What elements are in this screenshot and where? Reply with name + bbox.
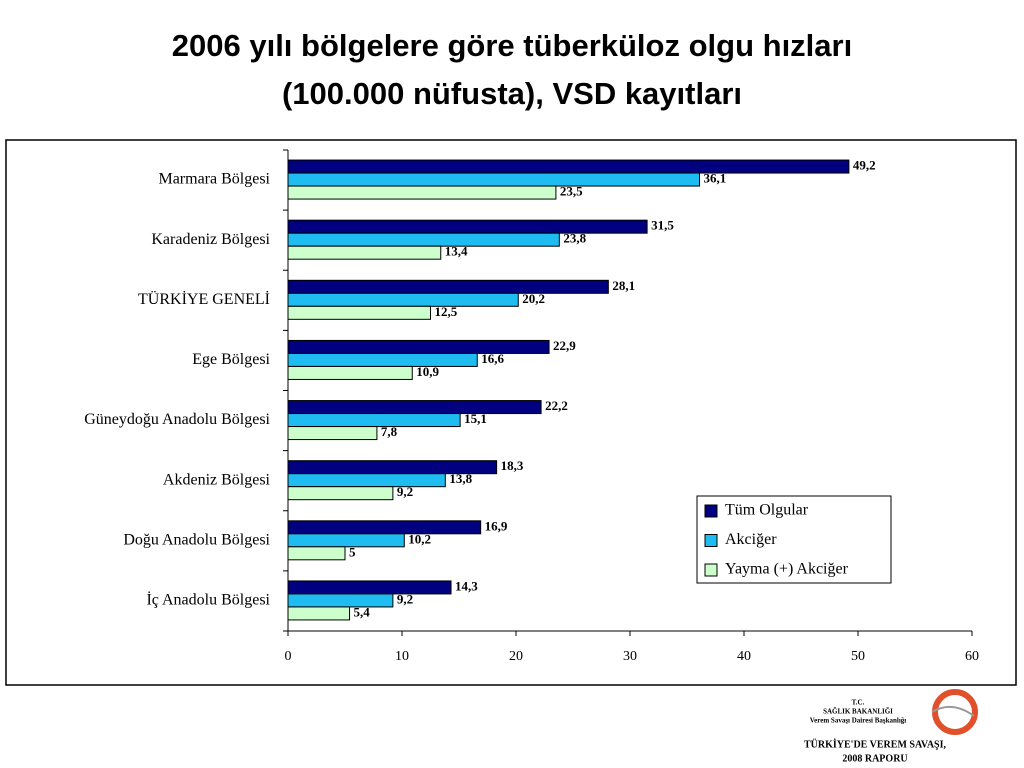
value-label: 13,8 — [449, 471, 472, 486]
category-label: Doğu Anadolu Bölgesi — [123, 531, 270, 548]
legend-label: Tüm Olgular — [725, 502, 809, 519]
bar — [287, 365, 413, 380]
legend-swatch — [704, 563, 718, 577]
value-label: 10,9 — [416, 364, 439, 379]
footer-text: T.C. — [852, 699, 865, 707]
bar — [287, 486, 394, 501]
legend-swatch — [704, 504, 718, 518]
value-label: 15,1 — [464, 411, 487, 426]
x-tick-label: 50 — [851, 649, 865, 664]
x-tick-label: 20 — [509, 649, 523, 664]
value-label: 20,2 — [522, 291, 545, 306]
chart-title: 2006 yılı bölgelere göre tüberküloz olgu… — [172, 28, 852, 63]
footer-text: Verem Savaşı Dairesi Başkanlığı — [810, 717, 907, 725]
x-tick-label: 40 — [737, 649, 751, 664]
x-tick-label: 10 — [395, 649, 409, 664]
bar — [287, 606, 351, 621]
value-label: 36,1 — [704, 171, 727, 186]
category-label: TÜRKİYE GENELİ — [138, 290, 270, 308]
bar — [287, 172, 701, 187]
value-label: 22,9 — [553, 338, 576, 353]
bar — [287, 352, 478, 367]
bar — [287, 473, 446, 488]
category-label: Marmara Bölgesi — [158, 171, 270, 188]
x-tick-label: 30 — [623, 649, 637, 664]
chart-title: (100.000 nüfusta), VSD kayıtları — [282, 76, 742, 111]
bar — [287, 426, 378, 441]
bar — [287, 339, 550, 354]
value-label: 10,2 — [408, 531, 431, 546]
bar — [287, 185, 557, 200]
value-label: 12,5 — [435, 304, 458, 319]
bar — [287, 245, 442, 260]
bar — [287, 413, 461, 428]
value-label: 7,8 — [381, 424, 398, 439]
bar — [287, 533, 405, 548]
bar — [287, 305, 431, 320]
bar — [287, 232, 560, 247]
value-label: 28,1 — [612, 278, 635, 293]
value-label: 49,2 — [853, 158, 876, 173]
logo — [931, 689, 978, 735]
chart-frame — [5, 139, 1017, 686]
bar — [287, 593, 394, 608]
legend-label: Yayma (+) Akciğer — [725, 561, 849, 578]
category-label: İç Anadolu Bölgesi — [146, 591, 270, 609]
legend-box — [696, 495, 892, 584]
category-label: Akdeniz Bölgesi — [163, 471, 271, 488]
footer-report: TÜRKİYE'DE VEREM SAVAŞI, — [804, 737, 946, 750]
value-label: 23,5 — [560, 184, 583, 199]
value-label: 5,4 — [354, 604, 371, 619]
bar — [287, 520, 482, 535]
category-label: Güneydoğu Anadolu Bölgesi — [84, 411, 270, 428]
footer-report: 2008 RAPORU — [842, 753, 907, 764]
value-label: 9,2 — [397, 484, 413, 499]
x-tick-label: 60 — [965, 649, 979, 664]
legend-swatch — [704, 534, 718, 547]
bar — [287, 292, 519, 307]
value-label: 13,4 — [445, 244, 468, 259]
value-label: 18,3 — [501, 458, 524, 473]
value-label: 16,6 — [481, 351, 504, 366]
category-label: Karadeniz Bölgesi — [151, 231, 270, 248]
value-label: 23,8 — [563, 231, 586, 246]
value-label: 9,2 — [397, 591, 413, 606]
x-tick-label: 0 — [285, 649, 292, 664]
value-label: 16,9 — [485, 518, 508, 533]
value-label: 5 — [349, 544, 356, 559]
bar — [287, 279, 609, 294]
bar — [287, 580, 452, 595]
footer-text: SAĞLIK BAKANLIĞI — [823, 708, 893, 716]
value-label: 22,2 — [545, 398, 568, 413]
value-label: 31,5 — [651, 218, 674, 233]
category-label: Ege Bölgesi — [192, 351, 270, 368]
bar — [287, 219, 648, 234]
value-label: 14,3 — [455, 578, 478, 593]
bar — [287, 546, 346, 561]
bar — [287, 159, 850, 174]
bar — [287, 400, 542, 415]
legend-label: Akciğer — [725, 531, 777, 548]
